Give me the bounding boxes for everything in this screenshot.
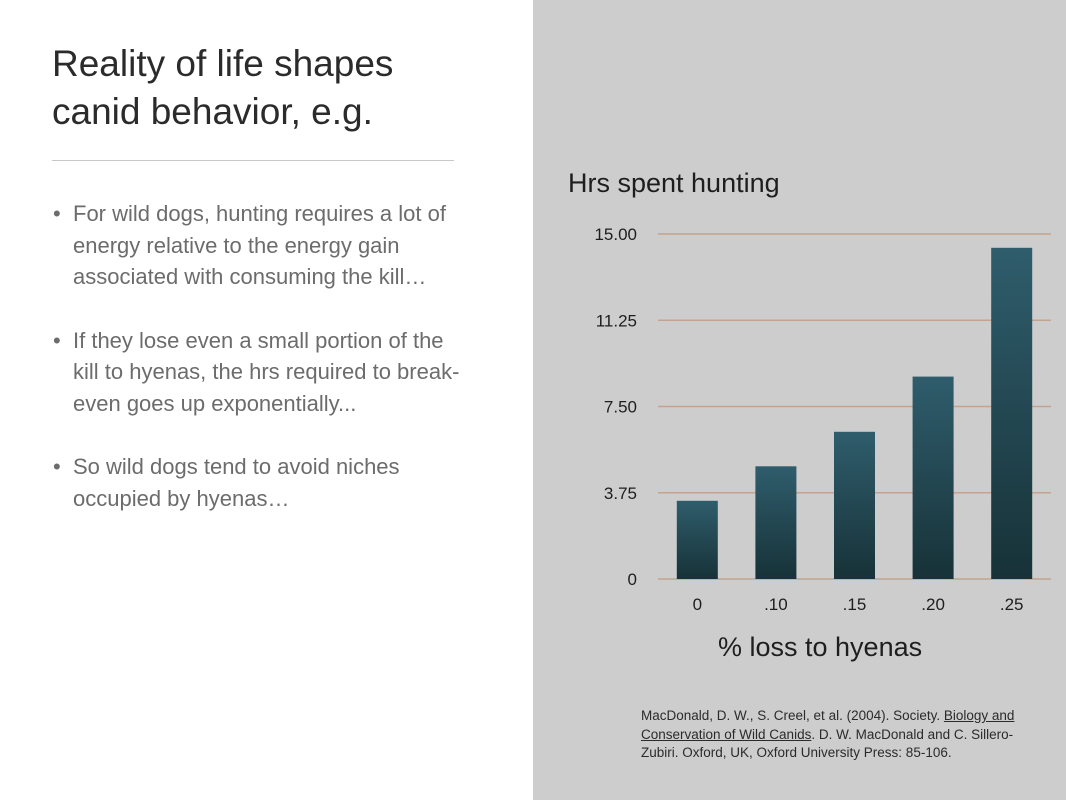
bullet-text: For wild dogs, hunting requires a lot of… — [73, 201, 446, 289]
bar — [912, 376, 954, 579]
x-axis-title: % loss to hyenas — [718, 632, 923, 662]
citation: MacDonald, D. W., S. Creel, et al. (2004… — [641, 707, 1026, 763]
y-tick-label: 3.75 — [604, 484, 637, 503]
y-tick-label: 0 — [628, 570, 637, 589]
citation-text: . D. W. MacDonald and C. Sillero-Zubiri.… — [641, 726, 1014, 761]
bullet-marker: • — [53, 201, 61, 226]
bullet-text: So wild dogs tend to avoid niches occupi… — [73, 454, 400, 511]
x-tick-label: .25 — [1000, 595, 1024, 614]
title-divider — [52, 160, 454, 161]
text-panel: Reality of life shapes canid behavior, e… — [52, 43, 472, 546]
chart-panel — [533, 0, 1066, 800]
chart-title: Hrs spent hunting — [568, 168, 780, 198]
slide-title: Reality of life shapes canid behavior, e… — [52, 43, 394, 132]
citation-text: MacDonald, D. W., S. Creel, et al. (2004… — [641, 708, 944, 723]
x-tick-label: .15 — [843, 595, 867, 614]
bullet-text: If they lose even a small portion of the… — [73, 327, 460, 416]
x-tick-label: .20 — [921, 595, 945, 614]
bullet-marker: • — [53, 454, 61, 479]
bar — [676, 500, 718, 579]
x-tick-label: .10 — [764, 595, 788, 614]
bar — [991, 247, 1033, 580]
citation-book-title: Biology and Conservation of Wild Canids — [641, 708, 1015, 742]
y-tick-label: 7.50 — [604, 398, 637, 417]
bar — [755, 466, 797, 579]
bar-chart: 0 3.75 7.50 11.25 15.00 0 .10 .15 .20 .25 — [594, 225, 1051, 614]
y-tick-label: 15.00 — [594, 225, 637, 244]
bullet-item: • For wild dogs, hunting requires a lot … — [52, 198, 472, 293]
bullet-item: • So wild dogs tend to avoid niches occu… — [52, 451, 472, 514]
bullet-item: • If they lose even a small portion of t… — [52, 325, 472, 420]
bullet-list: • For wild dogs, hunting requires a lot … — [52, 198, 472, 546]
x-tick-label: 0 — [693, 595, 702, 614]
bullet-marker: • — [53, 327, 61, 353]
bar — [834, 431, 875, 579]
y-tick-label: 11.25 — [596, 311, 637, 330]
